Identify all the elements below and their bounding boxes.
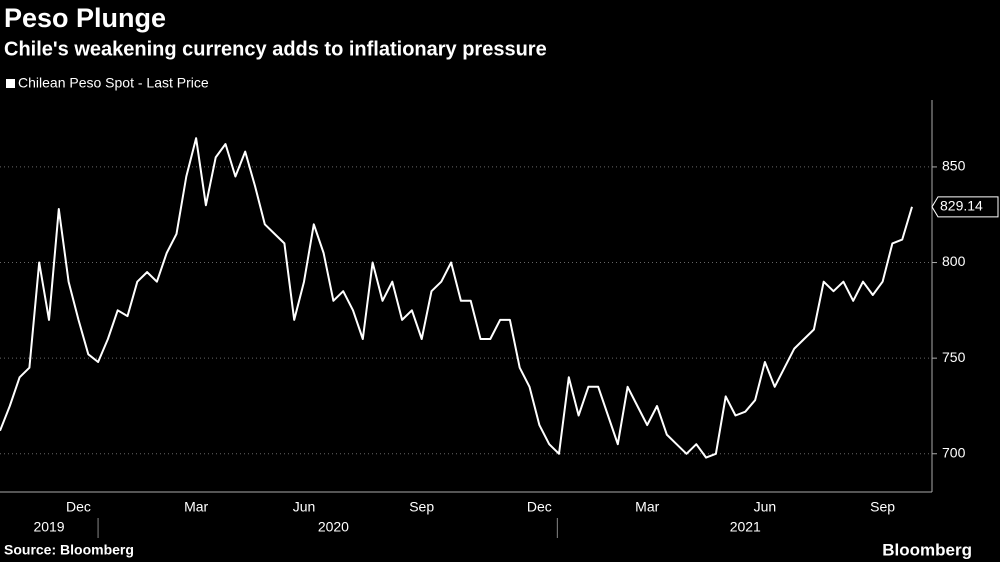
x-year-label: 2020 <box>318 519 349 535</box>
last-value-box <box>931 196 999 218</box>
x-tick-label: Sep <box>409 499 434 515</box>
x-tick-label: Mar <box>184 499 208 515</box>
source: Source: Bloomberg <box>4 542 134 558</box>
legend-label: Chilean Peso Spot - Last Price <box>18 75 209 91</box>
line <box>0 137 913 459</box>
brand: Bloomberg <box>882 540 972 559</box>
x-year-label: 2019 <box>33 519 64 535</box>
y-tick-label: 700 <box>942 444 966 460</box>
y-tick-label: 750 <box>942 349 966 365</box>
x-year-label: 2021 <box>730 519 761 535</box>
y-tick-label: 800 <box>942 253 966 269</box>
chart-subtitle: Chile's weakening currency adds to infla… <box>4 38 547 60</box>
x-tick-label: Jun <box>754 499 777 515</box>
last-value-label: 829.14 <box>940 198 983 214</box>
x-tick-label: Dec <box>66 499 91 515</box>
x-tick-label: Dec <box>527 499 552 515</box>
x-tick-label: Mar <box>635 499 659 515</box>
x-tick-label: Sep <box>870 499 895 515</box>
legend-swatch <box>6 79 15 88</box>
chart-title: Peso Plunge <box>4 3 166 33</box>
x-tick-label: Jun <box>293 499 316 515</box>
y-tick-label: 850 <box>942 158 966 174</box>
